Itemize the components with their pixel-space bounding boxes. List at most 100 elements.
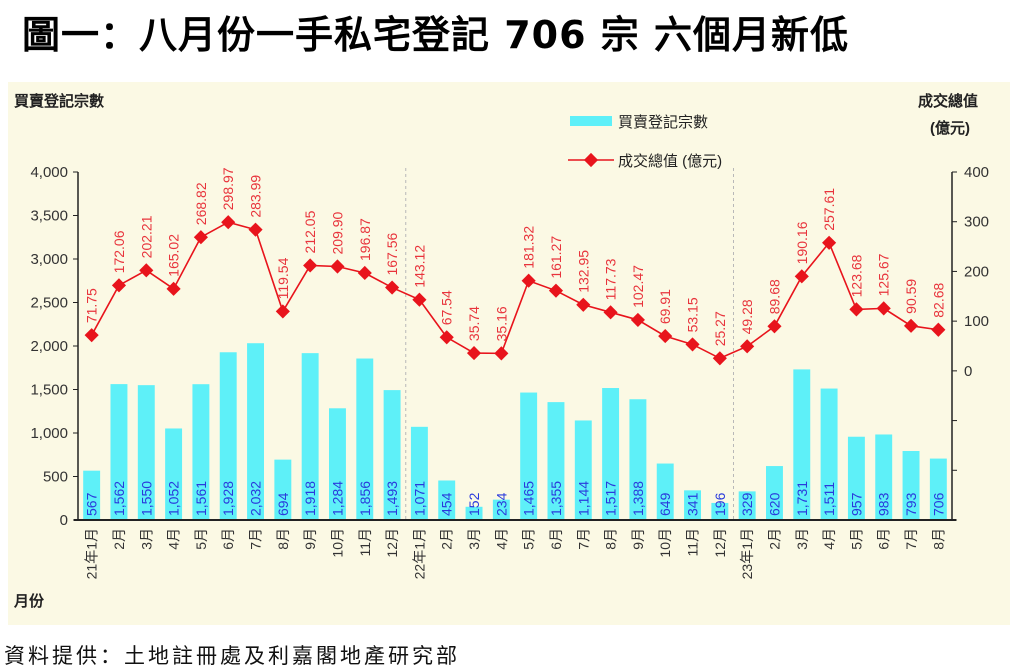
bar-label-29: 983 — [876, 492, 892, 516]
bar-label-1: 1,562 — [111, 481, 127, 516]
bar-label-3: 1,052 — [166, 481, 182, 516]
bar-10 — [356, 358, 374, 520]
bar-label-7: 694 — [275, 492, 291, 516]
left-tick-label-0: 0 — [60, 512, 68, 529]
bar-label-25: 620 — [766, 492, 782, 516]
line-label-27: 257.61 — [821, 188, 837, 231]
chart-title: 圖一：八月份一手私宅登記 706 宗 六個月新低 — [22, 13, 850, 57]
left-tick-label-7: 3,500 — [30, 208, 68, 225]
bar-label-23: 196 — [712, 492, 728, 516]
line-point-11 — [385, 280, 400, 295]
left-tick-label-1: 500 — [43, 469, 68, 486]
right-tick-label-4: 100 — [964, 313, 989, 330]
bar-7 — [274, 459, 292, 520]
x-tick-label-25: 2月 — [766, 528, 782, 550]
line-point-10 — [357, 265, 372, 281]
bar-label-30: 793 — [903, 492, 919, 516]
line-point-16 — [521, 273, 536, 288]
line-label-0: 71.75 — [84, 288, 100, 323]
bar-label-20: 1,388 — [630, 481, 646, 516]
line-label-21: 69.91 — [657, 289, 673, 324]
bar-29 — [875, 434, 893, 520]
line-point-3 — [166, 281, 181, 296]
x-tick-label-31: 8月 — [930, 528, 946, 550]
bar-label-28: 957 — [848, 492, 864, 516]
bar-16 — [520, 392, 538, 520]
bar-18 — [574, 420, 592, 520]
bar-label-12: 1,071 — [411, 481, 427, 516]
bar-label-11: 1,493 — [384, 481, 400, 516]
line-label-11: 167.56 — [384, 233, 400, 276]
bar-13 — [438, 480, 456, 520]
line-label-1: 172.06 — [111, 230, 127, 273]
line-label-29: 125.67 — [876, 253, 892, 296]
line-label-28: 123.68 — [848, 254, 864, 297]
bar-0 — [83, 470, 101, 520]
line-point-27 — [822, 235, 837, 250]
x-tick-label-14: 3月 — [466, 528, 482, 550]
bar-11 — [383, 390, 401, 520]
bar-label-8: 1,918 — [302, 481, 318, 516]
line-point-24 — [740, 339, 755, 354]
bar-14 — [465, 506, 483, 520]
bar-label-24: 329 — [739, 492, 755, 516]
bar-2 — [137, 385, 155, 520]
line-label-31: 82.68 — [930, 283, 946, 318]
bar-21 — [656, 463, 674, 520]
x-tick-label-16: 5月 — [521, 528, 537, 550]
line-label-16: 181.32 — [521, 226, 537, 269]
legend-bar-label: 買賣登記宗數 — [618, 113, 708, 131]
bar-label-0: 567 — [84, 492, 100, 516]
line-point-31 — [931, 322, 946, 337]
x-tick-label-10: 11月 — [357, 528, 373, 557]
x-tick-label-17: 6月 — [548, 528, 564, 550]
bar-label-18: 1,144 — [575, 481, 591, 516]
bar-label-14: 152 — [466, 492, 482, 516]
line-label-22: 53.15 — [685, 297, 701, 332]
bar-26 — [793, 369, 811, 520]
bar-23 — [711, 502, 729, 520]
line-label-15: 35.16 — [493, 306, 509, 341]
bar-label-31: 706 — [930, 492, 946, 516]
source-note: 資料提供：土地註冊處及利嘉閣地產研究部 — [4, 644, 460, 668]
bar-label-10: 1,856 — [357, 481, 373, 516]
line-point-6 — [248, 222, 263, 237]
value-line — [90, 221, 939, 360]
left-tick-label-3: 1,500 — [30, 382, 68, 399]
x-tick-label-11: 12月 — [384, 528, 400, 558]
x-tick-label-7: 8月 — [275, 528, 291, 550]
line-point-28 — [849, 302, 864, 317]
line-label-17: 161.27 — [548, 236, 564, 279]
bar-12 — [410, 426, 428, 520]
line-label-25: 89.68 — [766, 279, 782, 314]
line-point-30 — [903, 318, 919, 333]
x-tick-label-27: 4月 — [821, 528, 837, 550]
x-tick-label-1: 2月 — [111, 528, 127, 550]
legend-line-label: 成交總值 (億元) — [618, 152, 722, 170]
x-tick-label-28: 5月 — [848, 528, 864, 550]
bar-label-16: 1,465 — [521, 481, 537, 516]
x-tick-label-22: 11月 — [685, 528, 701, 557]
line-label-4: 268.82 — [193, 182, 209, 225]
line-label-23: 25.27 — [712, 311, 728, 346]
left-tick-label-2: 1,000 — [30, 425, 68, 442]
line-label-3: 165.02 — [166, 234, 182, 277]
line-label-10: 196.87 — [357, 218, 373, 261]
x-tick-label-18: 7月 — [575, 528, 591, 550]
legend-bar-swatch — [570, 116, 612, 126]
line-point-20 — [630, 312, 645, 327]
line-point-8 — [303, 258, 318, 273]
right-axis-title-line2: (億元) — [930, 119, 970, 137]
line-point-22 — [685, 337, 700, 352]
x-tick-label-0: 21年1月 — [84, 528, 100, 579]
left-axis-title: 買賣登記宗數 — [14, 92, 104, 110]
line-label-6: 283.99 — [248, 175, 264, 218]
line-point-15 — [494, 346, 509, 361]
bar-label-2: 1,550 — [138, 481, 154, 516]
bar-19 — [602, 388, 620, 520]
line-point-25 — [767, 319, 782, 334]
x-tick-label-13: 2月 — [439, 528, 455, 550]
line-point-19 — [603, 305, 618, 320]
bar-label-6: 2,032 — [248, 481, 264, 516]
line-point-29 — [876, 301, 891, 316]
